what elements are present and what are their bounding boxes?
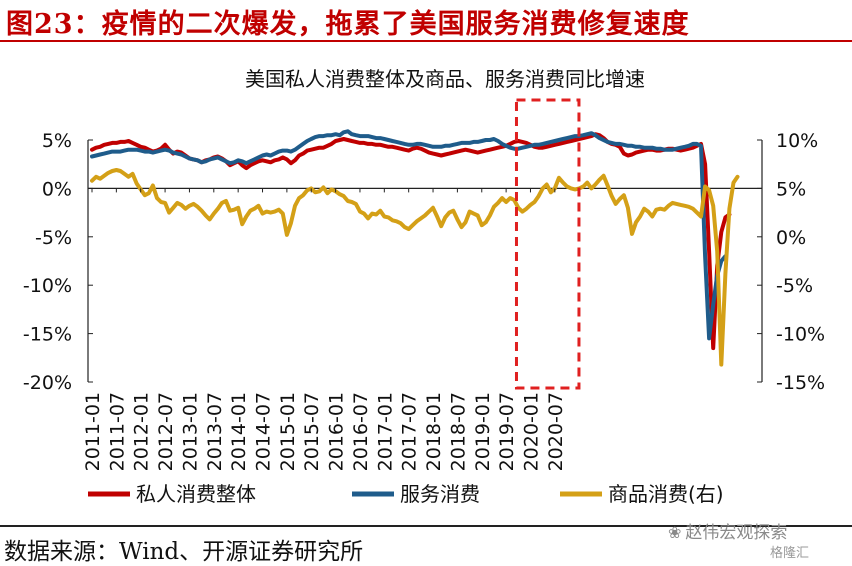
right-tick-label: -10% bbox=[776, 324, 825, 346]
legend-label-2: 商品消费(右) bbox=[608, 482, 724, 506]
left-tick-label: -10% bbox=[23, 275, 72, 297]
left-axis: 5% 0% -5% -10% -15% -20% bbox=[23, 130, 93, 394]
highlight-layer bbox=[514, 98, 581, 390]
x-tick-label: 2014-07 bbox=[253, 392, 275, 471]
x-tick-label: 2011-07 bbox=[106, 392, 128, 471]
right-tick-label: 0% bbox=[776, 227, 806, 249]
chart-legend: 私人消费整体 服务消费 商品消费(右) bbox=[88, 482, 724, 506]
highlight-box bbox=[514, 98, 581, 390]
line-chart: 美国私人消费整体及商品、服务消费同比增速 5% 0% -5% -10% -15% -20%… bbox=[23, 67, 825, 506]
x-tick-label: 2017-07 bbox=[399, 392, 421, 471]
right-tick-label: 10% bbox=[776, 130, 818, 152]
x-tick-label: 2015-01 bbox=[277, 392, 299, 471]
chart-title: 美国私人消费整体及商品、服务消费同比增速 bbox=[245, 67, 645, 91]
wechat-icon: ❀ bbox=[668, 523, 682, 542]
x-tick-label: 2018-07 bbox=[447, 392, 469, 471]
left-tick-label: -15% bbox=[23, 324, 72, 346]
watermark: ❀ 赵伟宏观探索 bbox=[668, 518, 787, 543]
right-tick-label: -15% bbox=[776, 372, 825, 394]
x-tick-label: 2012-07 bbox=[155, 392, 177, 471]
legend-label-0: 私人消费整体 bbox=[136, 482, 256, 506]
x-tick-label: 2016-01 bbox=[326, 392, 348, 471]
source-divider bbox=[0, 525, 852, 527]
right-axis: 10% 5% 0% -5% -10% -15% bbox=[757, 130, 825, 394]
x-tick-label: 2015-07 bbox=[301, 392, 323, 471]
right-tick-label: -5% bbox=[776, 275, 813, 297]
x-tick-label: 2020-07 bbox=[545, 392, 567, 471]
left-tick-label: 5% bbox=[42, 130, 72, 152]
x-tick-label: 2020-01 bbox=[520, 392, 542, 471]
x-tick-label: 2013-07 bbox=[204, 392, 226, 471]
x-tick-label: 2019-01 bbox=[472, 392, 494, 471]
watermark-sub: 格隆汇 bbox=[770, 546, 810, 561]
x-axis: 2011-01 2011-07 2012-01 2012-07 2013-01 2013-… bbox=[82, 188, 567, 471]
x-tick-label: 2018-01 bbox=[423, 392, 445, 471]
x-tick-label: 2013-01 bbox=[179, 392, 201, 471]
legend-label-1: 服务消费 bbox=[400, 482, 480, 506]
left-tick-label: -5% bbox=[35, 227, 72, 249]
x-tick-label: 2014-01 bbox=[228, 392, 250, 471]
series-line-2 bbox=[90, 168, 740, 367]
x-tick-label: 2016-07 bbox=[350, 392, 372, 471]
figure-title: 图23：疫情的二次爆发，拖累了美国服务消费修复速度 bbox=[6, 9, 690, 40]
series-line-1 bbox=[90, 129, 728, 341]
left-tick-label: -20% bbox=[23, 372, 72, 394]
chart-axes bbox=[87, 140, 763, 382]
chart-series bbox=[90, 129, 740, 367]
right-tick-label: 5% bbox=[776, 178, 806, 200]
series-line-0 bbox=[90, 132, 732, 351]
left-tick-label: 0% bbox=[42, 178, 72, 200]
source-note: 数据来源：Wind、开源证券研究所 bbox=[4, 539, 364, 565]
x-tick-label: 2019-07 bbox=[496, 392, 518, 471]
x-tick-label: 2012-01 bbox=[131, 392, 153, 471]
watermark-text: 赵伟宏观探索 bbox=[685, 523, 788, 543]
x-tick-label: 2017-01 bbox=[374, 392, 396, 471]
x-tick-label: 2011-01 bbox=[82, 392, 104, 471]
title-divider bbox=[0, 40, 852, 42]
